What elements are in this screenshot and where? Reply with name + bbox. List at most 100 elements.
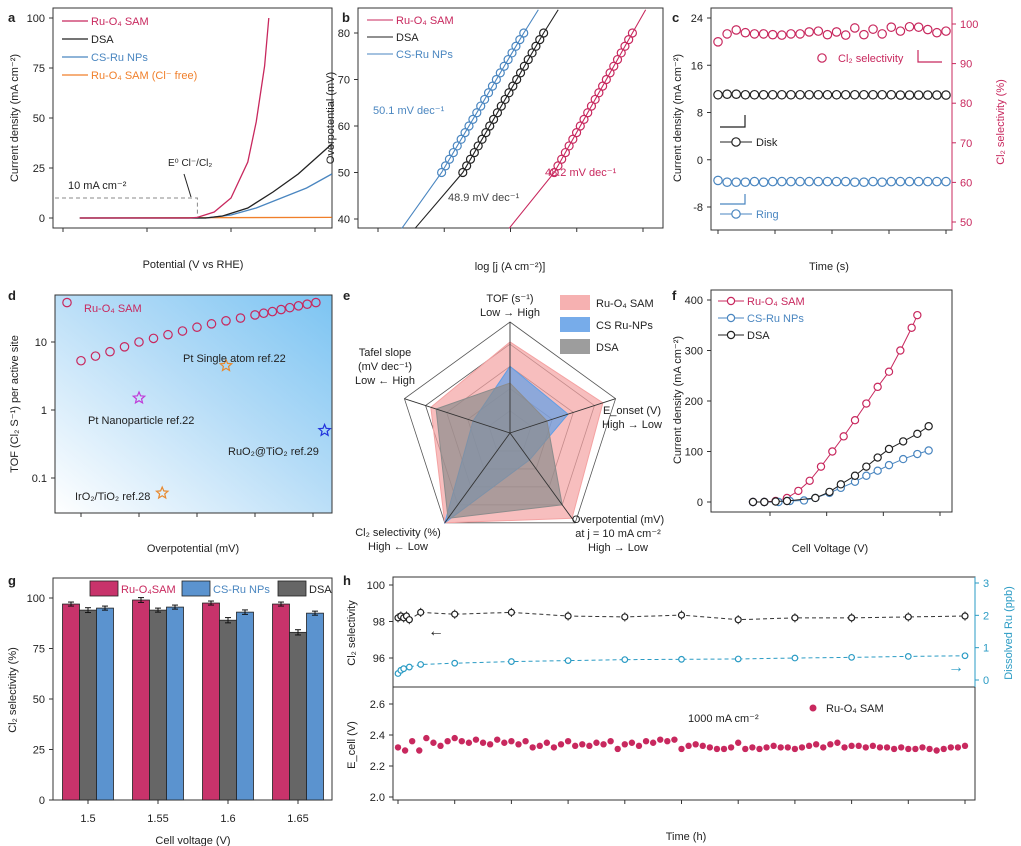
ecell-point	[763, 744, 770, 751]
dissolved-ru-point	[400, 665, 408, 673]
ecell-point	[855, 742, 862, 750]
reference-star-icon	[155, 485, 170, 500]
y-tick-label: 0	[983, 675, 989, 687]
tafel-point	[448, 147, 458, 158]
tafel-point	[440, 161, 451, 171]
iv-point	[816, 462, 826, 471]
reference-label: RuO₂@TiO₂ ref.29	[228, 446, 319, 458]
ecell-point	[820, 744, 827, 751]
time-series-point	[813, 89, 824, 100]
time-series-point	[932, 27, 942, 38]
tafel-point	[515, 35, 525, 45]
ecell-point	[550, 744, 558, 751]
x-axis-label: log [j (A cm⁻²)]	[475, 261, 546, 273]
y-tick-label: 100	[27, 593, 45, 605]
legend-swatch	[560, 339, 590, 354]
time-series-point	[922, 176, 933, 187]
tafel-point	[504, 88, 514, 98]
radar-axis-sublabel: at j = 10 mA cm⁻²	[575, 528, 661, 540]
legend-marker	[731, 137, 741, 147]
iv-point	[898, 454, 908, 464]
legend-marker	[62, 297, 72, 308]
x-axis-label: Cell voltage (V)	[155, 835, 230, 846]
tafel-point	[515, 68, 526, 78]
left-axis-arrow	[720, 115, 746, 128]
legend-label: Ru-O₄SAM	[121, 584, 176, 596]
x-axis-label: Overpotential (mV)	[147, 543, 239, 555]
reference-star-icon	[317, 422, 332, 437]
selectivity-point	[847, 614, 856, 622]
legend-label: CS-Ru NPs	[396, 49, 453, 61]
ecell-point	[699, 742, 706, 750]
ecell-point	[954, 744, 962, 751]
tafel-point	[512, 74, 522, 85]
equilibrium-potential-label: E⁰ Cl⁻/Cl₂	[168, 158, 212, 169]
tafel-point	[465, 154, 476, 164]
radar-axis-direction: High → Low	[588, 542, 648, 554]
ecell-point	[621, 741, 628, 748]
right-axis-arrow	[917, 50, 942, 63]
y-tick-label: 2.0	[370, 792, 385, 804]
reference-line-10mA	[55, 197, 198, 218]
ecell-point	[472, 736, 480, 743]
legend-label: CS-Ru NPs	[91, 52, 148, 64]
time-series-point	[849, 89, 860, 100]
time-series-point	[913, 90, 924, 100]
time-series-point	[749, 176, 760, 187]
legend-label: DSA	[396, 32, 419, 44]
bar	[132, 599, 150, 801]
tof-point	[284, 302, 295, 313]
left-axis-arrow: ←	[428, 623, 444, 640]
time-series-point	[922, 24, 933, 35]
tafel-point	[460, 128, 470, 138]
panel-label: f	[672, 288, 677, 303]
legend-label: Cl₂ selectivity	[838, 53, 904, 65]
tof-point	[192, 322, 202, 333]
legend-marker	[731, 209, 741, 219]
tof-point	[235, 313, 246, 323]
tafel-point	[458, 167, 468, 178]
legend-swatch	[560, 295, 590, 310]
tafel-point	[480, 94, 490, 105]
tafel-point	[464, 121, 474, 131]
time-series-point	[895, 90, 906, 100]
time-series-point	[795, 89, 805, 100]
ecell-point	[912, 745, 919, 753]
ecell-point	[593, 739, 600, 746]
tafel-point	[500, 94, 510, 105]
ecell-point	[579, 741, 586, 748]
radar-axis	[509, 432, 576, 524]
time-series-point	[749, 29, 760, 39]
time-series-point	[895, 176, 906, 187]
y-tick-label: 400	[685, 295, 703, 307]
iv-point	[924, 422, 933, 431]
legend-label: Ru-O₄ SAM	[91, 16, 149, 28]
tafel-point	[511, 41, 521, 51]
time-series-point	[758, 29, 769, 39]
legend-label: Ru-O₄ SAM	[747, 296, 805, 308]
iv-point	[862, 462, 871, 471]
legend-swatch	[277, 580, 307, 597]
legend-label: CS-Ru NPs	[747, 313, 804, 325]
right-axis-label: Dissolved Ru (ppb)	[1003, 586, 1015, 680]
tafel-point	[519, 61, 529, 71]
y-tick-label: 200	[685, 396, 703, 408]
radar-axis	[404, 398, 511, 434]
time-series-point	[941, 26, 951, 36]
y-axis-label: Current density (mA cm⁻²)	[672, 54, 684, 182]
tafel-point	[477, 134, 487, 144]
ecell-point	[394, 744, 402, 751]
reference-label: Pt Single atom ref.22	[183, 353, 286, 365]
ecell-point	[494, 736, 501, 743]
panel-label: g	[8, 573, 16, 588]
bar	[166, 606, 184, 801]
tafel-point	[483, 88, 494, 98]
ecell-point	[408, 738, 416, 745]
selectivity-point	[961, 612, 969, 620]
y-tick-label: 1	[41, 405, 47, 417]
tof-point	[293, 301, 304, 311]
iv-point	[873, 453, 882, 462]
time-series-point	[822, 29, 833, 40]
legend-marker	[726, 330, 736, 340]
